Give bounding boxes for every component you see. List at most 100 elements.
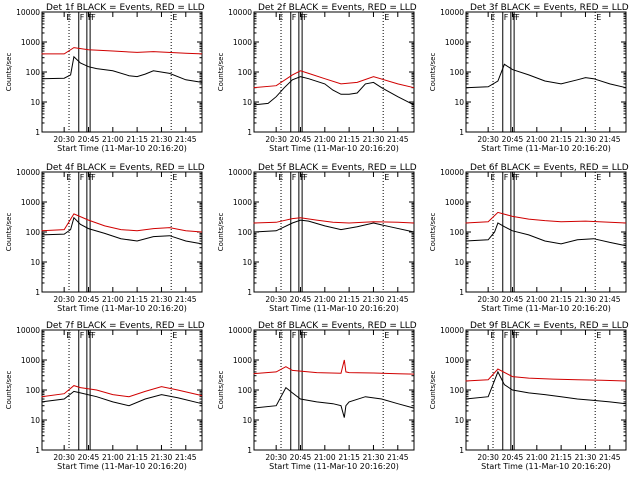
- y-tick-label: 100: [238, 386, 253, 395]
- x-tick-label: 21:45: [387, 453, 409, 462]
- x-axis-label: Start Time (11-Mar-10 20:16:20): [481, 304, 611, 313]
- x-tick-label: 21:15: [550, 295, 572, 304]
- marker-label: F: [303, 331, 308, 340]
- series-lld-line: [465, 211, 627, 224]
- y-tick-label: 10000: [16, 168, 40, 177]
- x-tick-label: 21:45: [387, 135, 409, 144]
- marker-label: E: [172, 173, 177, 182]
- y-tick-label: 10000: [440, 326, 464, 335]
- marker-label: E: [66, 13, 71, 22]
- y-axis-label: Counts/sec: [429, 213, 437, 252]
- marker-label: E: [596, 173, 601, 182]
- series-lld-line: [253, 217, 415, 224]
- x-axis-label: Start Time (11-Mar-10 20:16:20): [269, 304, 399, 313]
- series-events-line: [41, 216, 203, 245]
- plot-frame: [253, 171, 415, 293]
- marker-label: E: [278, 13, 283, 22]
- plot-frame: [41, 11, 203, 133]
- y-tick-label: 1000: [233, 356, 252, 365]
- marker-label: F: [292, 173, 297, 182]
- marker-label: F: [504, 331, 509, 340]
- marker-label: F: [91, 331, 96, 340]
- x-tick-label: 21:30: [575, 135, 597, 144]
- marker-label: E: [490, 173, 495, 182]
- marker-label: E: [384, 13, 389, 22]
- panel-3: Det 3f BLACK = Events, RED = LLD 1 10 100 10…: [429, 3, 629, 153]
- y-tick-label: 1000: [445, 198, 464, 207]
- x-axis-label: Start Time (11-Mar-10 20:16:20): [269, 462, 399, 471]
- y-tick-label: 10: [30, 98, 40, 107]
- series-events-line: [41, 390, 203, 407]
- marker-label: F: [515, 331, 520, 340]
- x-tick-label: 20:45: [78, 453, 100, 462]
- y-axis-label: Counts/sec: [429, 53, 437, 92]
- panel-2: Det 2f BLACK = Events, RED = LLD 1 10 100 10…: [217, 3, 417, 153]
- y-tick-label: 1000: [21, 198, 40, 207]
- x-tick-label: 20:45: [78, 295, 100, 304]
- marker-label: F: [80, 13, 85, 22]
- x-tick-label: 21:45: [599, 295, 621, 304]
- series-lld-line: [41, 385, 203, 398]
- x-tick-label: 21:30: [151, 453, 173, 462]
- marker-label: E: [66, 173, 71, 182]
- x-tick-label: 20:45: [78, 135, 100, 144]
- y-tick-label: 10000: [16, 326, 40, 335]
- y-tick-label: 1: [247, 128, 252, 137]
- x-tick-label: 20:30: [477, 295, 499, 304]
- panel-title: Det 9f BLACK = Events, RED = LLD: [470, 321, 629, 331]
- x-tick-label: 21:45: [175, 295, 197, 304]
- series-events-line: [41, 55, 203, 83]
- y-tick-label: 1: [247, 288, 252, 297]
- x-tick-label: 21:00: [102, 135, 124, 144]
- x-tick-label: 20:30: [265, 295, 287, 304]
- y-axis-label: Counts/sec: [5, 213, 13, 252]
- series-events-line: [253, 219, 415, 233]
- marker-label: F: [88, 13, 93, 22]
- x-axis-label: Start Time (11-Mar-10 20:16:20): [481, 144, 611, 153]
- y-tick-label: 10: [454, 258, 464, 267]
- series-lld-line: [253, 70, 415, 89]
- y-tick-label: 10: [242, 98, 252, 107]
- marker-label: F: [80, 173, 85, 182]
- panel-title: Det 7f BLACK = Events, RED = LLD: [46, 321, 205, 331]
- x-tick-label: 20:30: [477, 135, 499, 144]
- x-tick-label: 21:30: [575, 453, 597, 462]
- series-events-line: [253, 386, 415, 418]
- x-tick-label: 21:30: [363, 453, 385, 462]
- plot-frame: [465, 11, 627, 133]
- x-tick-label: 20:30: [53, 135, 75, 144]
- y-tick-label: 100: [26, 68, 41, 77]
- x-axis-label: Start Time (11-Mar-10 20:16:20): [57, 462, 187, 471]
- marker-label: E: [172, 13, 177, 22]
- series-events-line: [465, 370, 627, 405]
- x-axis-label: Start Time (11-Mar-10 20:16:20): [57, 144, 187, 153]
- marker-label: E: [66, 331, 71, 340]
- x-tick-label: 21:30: [151, 295, 173, 304]
- marker-label: E: [384, 331, 389, 340]
- y-tick-label: 1000: [21, 38, 40, 47]
- y-axis-label: Counts/sec: [429, 371, 437, 410]
- y-tick-label: 1000: [21, 356, 40, 365]
- x-tick-label: 21:45: [175, 453, 197, 462]
- x-tick-label: 21:30: [575, 295, 597, 304]
- marker-label: F: [512, 331, 517, 340]
- marker-label: F: [300, 331, 305, 340]
- marker-label: F: [512, 13, 517, 22]
- x-tick-label: 21:45: [599, 135, 621, 144]
- x-tick-label: 21:15: [338, 135, 360, 144]
- x-tick-label: 20:30: [265, 453, 287, 462]
- x-tick-label: 20:45: [290, 453, 312, 462]
- marker-label: E: [490, 13, 495, 22]
- series-events-line: [465, 222, 627, 247]
- marker-label: E: [490, 331, 495, 340]
- y-tick-label: 100: [26, 386, 41, 395]
- x-tick-label: 21:15: [338, 295, 360, 304]
- panel-1: Det 1f BLACK = Events, RED = LLD 1 10 100 10…: [5, 3, 205, 153]
- x-tick-label: 20:45: [502, 453, 524, 462]
- panel-title: Det 4f BLACK = Events, RED = LLD: [46, 163, 205, 173]
- y-tick-label: 10000: [228, 168, 252, 177]
- marker-label: E: [596, 331, 601, 340]
- plot-frame: [465, 171, 627, 293]
- y-tick-label: 1000: [233, 198, 252, 207]
- panel-9: Det 9f BLACK = Events, RED = LLD 1 10 100 10…: [429, 321, 629, 471]
